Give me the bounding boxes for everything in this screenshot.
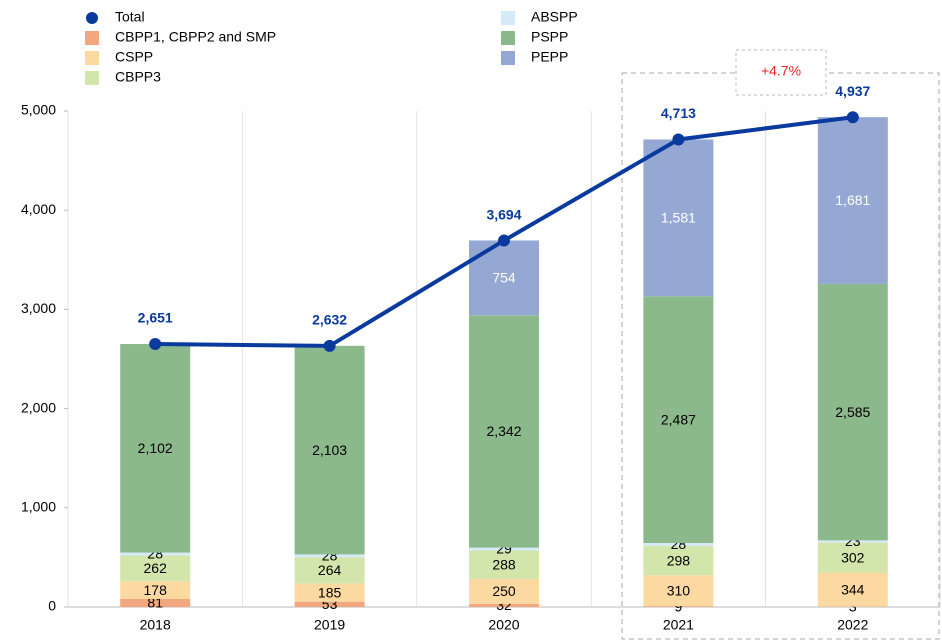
value-label: 310 — [667, 582, 691, 598]
total-label: 3,694 — [486, 206, 521, 222]
y-tick-label: 5,000 — [21, 102, 56, 118]
value-label: 298 — [667, 552, 691, 568]
y-tick-label: 3,000 — [21, 300, 56, 316]
total-label: 4,713 — [661, 105, 696, 121]
x-tick-label: 2018 — [140, 617, 171, 633]
bar-segment — [469, 315, 539, 548]
annotation-box — [735, 49, 827, 96]
legend-marker — [86, 12, 98, 24]
bar-segment — [469, 603, 539, 607]
legend-label: PEPP — [531, 49, 568, 65]
bar-segment — [294, 345, 365, 555]
legend-label: CBPP1, CBPP2 and SMP — [115, 29, 276, 45]
value-label: 344 — [841, 581, 865, 597]
total-point — [149, 338, 162, 351]
legend-marker — [501, 11, 515, 25]
bar-segment — [817, 540, 888, 543]
legend-label: PSPP — [531, 29, 568, 45]
value-label: 262 — [144, 560, 168, 576]
bar-segment — [643, 545, 714, 576]
bar-segment — [643, 296, 714, 544]
total-label: 4,937 — [835, 83, 870, 99]
total-point — [323, 339, 336, 352]
total-point — [846, 111, 859, 124]
legend-marker — [501, 31, 515, 45]
value-label: 250 — [492, 583, 516, 599]
legend-marker — [85, 31, 99, 45]
bar-segment — [120, 598, 191, 607]
bar-segment — [643, 575, 714, 607]
bar-segment — [817, 283, 888, 541]
x-tick-label: 2021 — [663, 617, 694, 633]
legend-marker — [501, 51, 515, 65]
value-label: 754 — [492, 270, 516, 286]
legend-marker — [85, 51, 99, 65]
total-label: 2,651 — [138, 310, 173, 326]
value-label: 2,342 — [486, 423, 521, 439]
y-tick-label: 0 — [48, 598, 56, 614]
value-label: 9 — [675, 598, 683, 614]
value-label: 302 — [841, 549, 865, 565]
value-label: 2,487 — [661, 411, 696, 427]
bar-segment — [469, 547, 539, 551]
value-label: 2,103 — [312, 442, 347, 458]
annotation: +4.7% — [761, 63, 801, 79]
bar-segment — [817, 117, 888, 284]
total-label: 2,632 — [312, 312, 347, 328]
bar-segment — [120, 344, 191, 553]
value-label: 178 — [144, 582, 168, 598]
bar-segment — [469, 550, 539, 580]
total-point — [672, 133, 685, 146]
value-label: 288 — [492, 556, 516, 572]
legend-marker — [85, 71, 99, 85]
bar-segment — [294, 601, 365, 607]
legend-label: Total — [115, 9, 145, 25]
bar-segment — [120, 555, 191, 582]
value-label: 1,681 — [835, 192, 870, 208]
bar-segment — [817, 542, 888, 573]
value-label: 2,585 — [835, 404, 870, 420]
legend-label: ABSPP — [531, 9, 578, 25]
bar-segment — [643, 606, 714, 607]
bar-segment — [643, 543, 714, 546]
value-label: 1,581 — [661, 210, 696, 226]
x-tick-label: 2020 — [488, 617, 519, 633]
y-tick-label: 2,000 — [21, 399, 56, 415]
bar-segment — [294, 583, 365, 602]
y-tick-label: 1,000 — [21, 499, 56, 515]
value-label: 264 — [318, 562, 342, 578]
bar-segment — [120, 581, 191, 599]
bar-segment — [469, 579, 539, 604]
value-label: 2,102 — [138, 440, 173, 456]
total-point — [498, 234, 510, 247]
bar-segment — [294, 554, 365, 558]
y-tick-label: 4,000 — [21, 201, 56, 217]
legend-label: CSPP — [115, 49, 153, 65]
x-tick-label: 2022 — [837, 617, 868, 633]
value-label: 185 — [318, 584, 342, 600]
bar-segment — [817, 572, 888, 607]
bar-segment — [294, 557, 365, 584]
legend-label: CBPP3 — [115, 69, 161, 85]
bar-segment — [643, 139, 714, 297]
x-tick-label: 2019 — [314, 617, 345, 633]
bar-segment — [120, 552, 191, 556]
